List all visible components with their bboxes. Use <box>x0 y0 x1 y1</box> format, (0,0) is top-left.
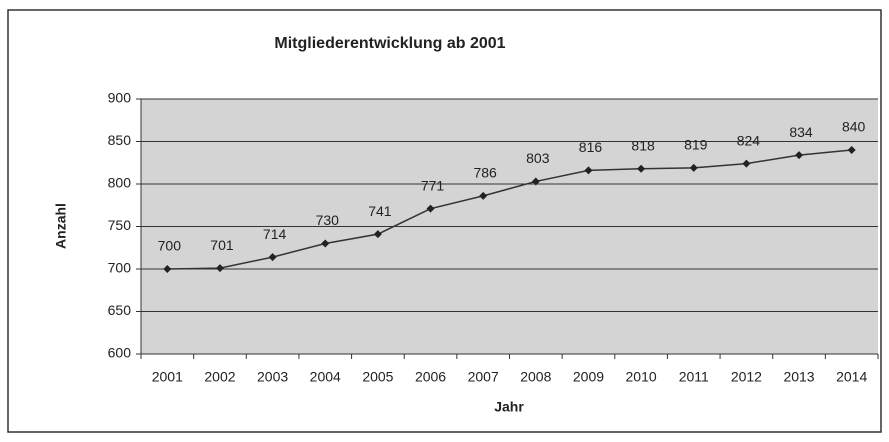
y-tick-label: 750 <box>108 217 132 233</box>
data-point <box>426 204 435 213</box>
x-tick-label: 2007 <box>468 369 499 385</box>
data-point <box>742 159 751 168</box>
data-point <box>215 264 224 273</box>
chart-title: Mitgliederentwicklung ab 2001 <box>274 35 505 52</box>
y-tick-label: 900 <box>108 90 132 106</box>
data-label: 771 <box>421 177 445 193</box>
data-label: 714 <box>263 226 287 242</box>
x-tick-label: 2010 <box>626 369 657 385</box>
data-point <box>689 163 698 172</box>
data-point <box>373 230 382 239</box>
data-label: 803 <box>526 150 550 166</box>
data-label: 700 <box>158 238 182 254</box>
x-tick-label: 2012 <box>731 369 762 385</box>
data-point <box>321 239 330 248</box>
x-tick-label: 2008 <box>520 369 551 385</box>
data-label: 819 <box>684 137 708 153</box>
data-point <box>637 164 646 173</box>
data-label: 818 <box>631 137 655 153</box>
data-label: 824 <box>737 132 761 148</box>
y-tick-label: 850 <box>108 132 132 148</box>
data-point <box>584 166 593 175</box>
y-tick-label: 700 <box>108 260 132 276</box>
y-axis-title: Anzahl <box>53 203 69 249</box>
x-tick-label: 2001 <box>152 369 183 385</box>
data-point <box>531 177 540 186</box>
data-point <box>795 151 804 160</box>
data-label: 816 <box>579 139 603 155</box>
data-label: 741 <box>368 203 392 219</box>
data-label: 701 <box>210 237 234 253</box>
data-line <box>167 149 852 270</box>
x-tick-label: 2005 <box>362 369 393 385</box>
data-label: 730 <box>316 212 340 228</box>
x-tick-label: 2004 <box>310 369 341 385</box>
data-point <box>163 265 172 273</box>
x-tick-label: 2002 <box>204 369 235 385</box>
data-label: 834 <box>789 124 813 140</box>
data-point <box>479 191 488 200</box>
data-point <box>268 253 277 262</box>
x-tick-label: 2009 <box>573 369 604 385</box>
y-tick-label: 800 <box>108 175 132 191</box>
data-point <box>847 146 856 154</box>
x-axis-title: Jahr <box>494 399 524 415</box>
data-label: 840 <box>842 119 866 135</box>
x-tick-label: 2014 <box>836 369 867 385</box>
x-tick-label: 2003 <box>257 369 288 385</box>
y-tick-label: 600 <box>108 345 132 361</box>
x-tick-label: 2013 <box>783 369 814 385</box>
y-tick-label: 650 <box>108 302 132 318</box>
x-tick-label: 2011 <box>679 369 709 385</box>
x-tick-label: 2006 <box>415 369 446 385</box>
data-label: 786 <box>473 165 497 181</box>
